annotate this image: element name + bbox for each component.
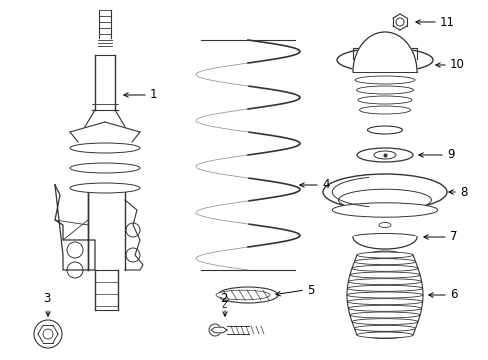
Text: 3: 3 bbox=[43, 292, 50, 305]
Ellipse shape bbox=[356, 252, 412, 258]
Ellipse shape bbox=[346, 285, 422, 291]
Ellipse shape bbox=[336, 48, 432, 72]
Ellipse shape bbox=[70, 183, 140, 193]
Ellipse shape bbox=[70, 143, 140, 153]
Polygon shape bbox=[105, 122, 140, 142]
Text: 2: 2 bbox=[220, 292, 227, 305]
Text: 7: 7 bbox=[449, 230, 457, 243]
Polygon shape bbox=[210, 327, 226, 333]
Polygon shape bbox=[70, 122, 105, 142]
Ellipse shape bbox=[347, 305, 421, 311]
Ellipse shape bbox=[367, 126, 402, 134]
Text: 4: 4 bbox=[321, 179, 329, 192]
Polygon shape bbox=[352, 32, 416, 72]
Ellipse shape bbox=[208, 324, 221, 336]
Ellipse shape bbox=[218, 287, 278, 303]
Ellipse shape bbox=[357, 96, 411, 104]
Ellipse shape bbox=[356, 86, 413, 94]
Ellipse shape bbox=[323, 174, 446, 210]
Ellipse shape bbox=[351, 265, 417, 271]
Ellipse shape bbox=[354, 325, 415, 331]
Ellipse shape bbox=[332, 203, 437, 217]
Text: 5: 5 bbox=[306, 284, 314, 297]
Ellipse shape bbox=[346, 299, 422, 305]
Ellipse shape bbox=[349, 312, 419, 318]
Text: 1: 1 bbox=[150, 89, 157, 102]
Text: 10: 10 bbox=[449, 58, 464, 72]
Text: 11: 11 bbox=[439, 15, 454, 28]
Ellipse shape bbox=[356, 332, 412, 338]
Ellipse shape bbox=[359, 106, 409, 114]
Ellipse shape bbox=[354, 76, 414, 84]
Ellipse shape bbox=[354, 259, 415, 265]
Text: 8: 8 bbox=[459, 185, 467, 198]
Ellipse shape bbox=[370, 57, 399, 64]
Ellipse shape bbox=[356, 148, 412, 162]
Ellipse shape bbox=[378, 222, 390, 228]
Polygon shape bbox=[352, 237, 416, 249]
Ellipse shape bbox=[347, 279, 421, 285]
Ellipse shape bbox=[351, 319, 417, 325]
Ellipse shape bbox=[346, 292, 422, 298]
Ellipse shape bbox=[373, 151, 395, 159]
Text: 9: 9 bbox=[446, 148, 453, 162]
Ellipse shape bbox=[367, 251, 402, 259]
Ellipse shape bbox=[70, 163, 140, 173]
Ellipse shape bbox=[352, 234, 416, 240]
Ellipse shape bbox=[349, 272, 419, 278]
Ellipse shape bbox=[216, 290, 269, 300]
Ellipse shape bbox=[363, 332, 405, 338]
Ellipse shape bbox=[338, 189, 430, 211]
Text: 6: 6 bbox=[449, 288, 457, 302]
